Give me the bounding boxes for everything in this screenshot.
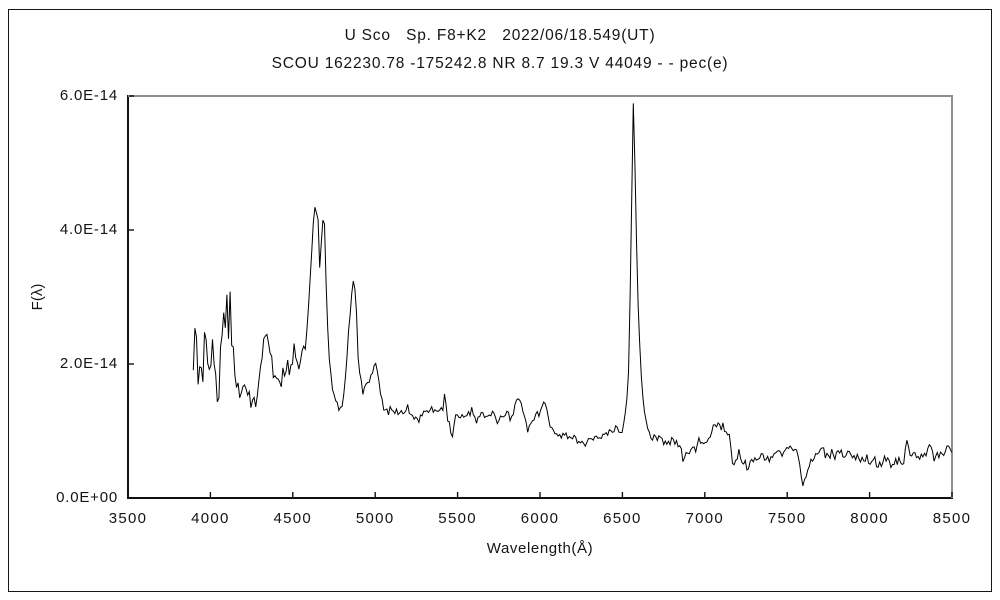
- y-tick-label: 6.0E-14: [59, 87, 118, 104]
- x-axis-title: Wavelength(Å): [486, 540, 594, 557]
- chart-subtitle: SCOU 162230.78 -175242.8 NR 8.7 19.3 V 4…: [271, 55, 729, 72]
- x-tick-label: 4500: [273, 510, 313, 527]
- x-tick-label: 5000: [355, 510, 395, 527]
- x-tick-label: 8500: [932, 510, 972, 527]
- x-tick-label: 7000: [685, 510, 725, 527]
- y-tick-label: 0.0E+00: [56, 489, 118, 506]
- y-tick-label: 4.0E-14: [59, 221, 118, 238]
- x-tick-label: 8000: [850, 510, 889, 527]
- x-tick-label: 7500: [767, 510, 807, 527]
- x-tick-label: 4000: [191, 510, 230, 527]
- x-tick-label: 6500: [603, 510, 642, 527]
- x-tick-label: 5500: [438, 510, 477, 527]
- y-tick-label: 2.0E-14: [59, 355, 118, 372]
- y-axis-title: F(λ): [29, 283, 46, 311]
- spectrum-trace: [192, 103, 953, 487]
- chart-title: U Sco Sp. F8+K2 2022/06/18.549(UT): [344, 27, 656, 44]
- x-tick-label: 3500: [108, 510, 148, 527]
- x-tick-label: 6000: [520, 510, 560, 527]
- outer-border: [8, 9, 992, 592]
